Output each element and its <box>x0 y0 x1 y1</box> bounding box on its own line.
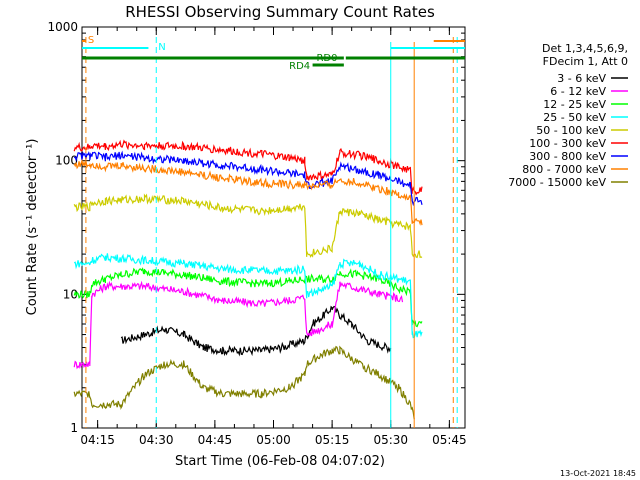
x-tick-label: 05:30 <box>373 433 408 447</box>
legend-entry-label: 100 - 300 keV <box>529 137 606 150</box>
legend-entry-label: 800 - 7000 keV <box>522 163 606 176</box>
annotation-label-decimation: RD0 <box>316 53 337 64</box>
series-line-8 <box>73 345 415 420</box>
series-line-5 <box>73 139 423 196</box>
series-line-1 <box>73 280 404 370</box>
y-tick-label: 10 <box>63 287 78 301</box>
legend-entry-label: 300 - 800 keV <box>529 150 606 163</box>
legend-entry-label: 3 - 6 keV <box>557 72 606 85</box>
y-axis-label: Count Rate (s⁻¹ detector⁻¹) <box>25 139 40 316</box>
annotation-label-decimation: RD4 <box>289 61 310 72</box>
series-line-2 <box>73 267 423 328</box>
series-line-7 <box>73 158 423 226</box>
x-tick-label: 05:00 <box>256 433 291 447</box>
x-axis-label: Start Time (06-Feb-08 04:07:02) <box>175 454 385 469</box>
series-line-3 <box>73 253 423 339</box>
footer-timestamp: 13-Oct-2021 18:45 <box>560 469 636 478</box>
legend-entry-label: 25 - 50 keV <box>543 111 606 124</box>
annotation-layer: S N RD0 RD4 <box>82 35 465 428</box>
legend-entry-label: 6 - 12 keV <box>550 85 606 98</box>
y-tick-label: 1 <box>70 421 78 435</box>
y-tick-label: 1000 <box>47 20 78 34</box>
x-tick-label: 04:15 <box>80 433 115 447</box>
series-layer <box>73 139 423 420</box>
x-tick-label: 04:30 <box>139 433 174 447</box>
y-tick-label: 100 <box>55 154 78 168</box>
chart-title: RHESSI Observing Summary Count Rates <box>125 3 435 21</box>
x-tick-label: 04:45 <box>198 433 233 447</box>
legend-entry-label: 12 - 25 keV <box>543 98 606 111</box>
x-tick-label: 05:45 <box>432 433 467 447</box>
legend-header-2: FDecim 1, Att 0 <box>543 55 628 68</box>
y-axis: 1 10 100 1000 <box>47 20 465 435</box>
series-line-6 <box>73 150 423 207</box>
legend-entry-label: 50 - 100 keV <box>536 124 606 137</box>
annotation-label-saa: S <box>88 35 94 46</box>
legend-header-1: Det 1,3,4,5,6,9, <box>542 42 628 55</box>
x-tick-label: 05:15 <box>315 433 350 447</box>
series-line-0 <box>120 305 392 357</box>
legend: Det 1,3,4,5,6,9, FDecim 1, Att 0 3 - 6 k… <box>508 42 628 189</box>
annotation-label-night: N <box>158 42 165 53</box>
legend-entry-label: 7000 - 15000 keV <box>508 176 606 189</box>
series-line-4 <box>73 193 423 259</box>
